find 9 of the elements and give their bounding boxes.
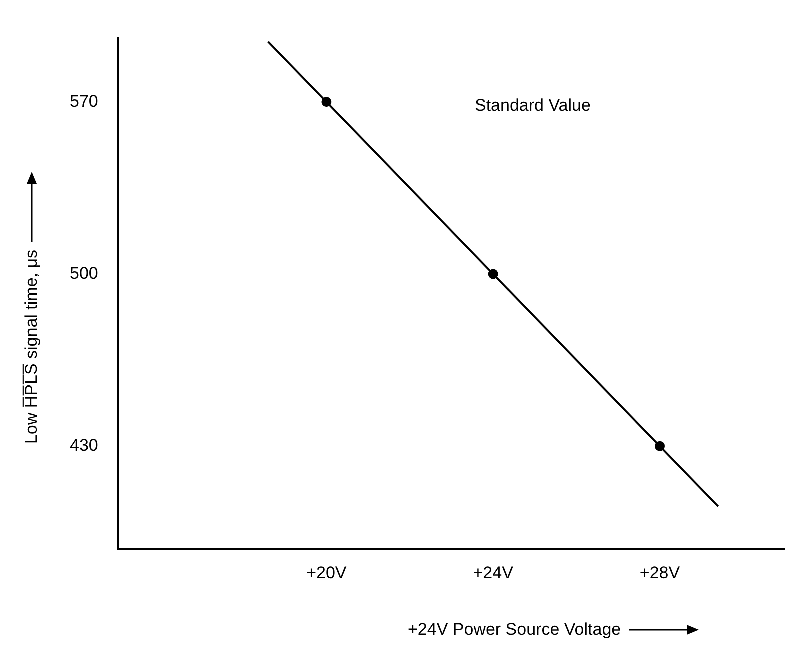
y-axis-title: Low H̅P̅L̅S̅ signal time, μs (22, 250, 42, 444)
x-axis-title: +24V Power Source Voltage (408, 620, 622, 640)
y-tick-label: 570 (70, 92, 98, 111)
x-tick-label: +28V (640, 563, 681, 582)
annotation: Standard Value (475, 96, 591, 116)
x-tick-label: +24V (473, 563, 514, 582)
y-tick-label: 500 (70, 264, 98, 283)
x-tick-label: +20V (306, 563, 348, 582)
y-tick-label: 430 (70, 436, 98, 456)
